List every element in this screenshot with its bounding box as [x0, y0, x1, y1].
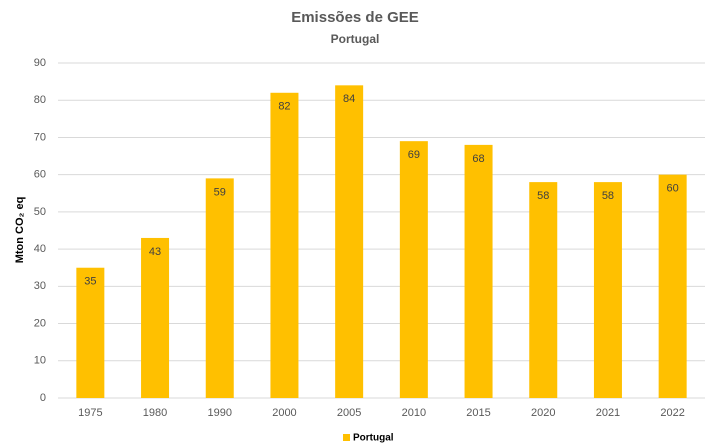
data-label: 59	[214, 186, 226, 198]
bar	[270, 92, 299, 399]
y-tick-label: 10	[34, 355, 46, 367]
legend-label: Portugal	[353, 433, 394, 444]
bar	[335, 85, 364, 398]
y-tick-label: 80	[34, 94, 46, 106]
y-tick-label: 50	[34, 206, 46, 218]
y-tick-label: 20	[34, 317, 46, 329]
chart-title: Emissões de GEE	[291, 9, 419, 26]
y-axis-label: Mton CO₂ eq	[14, 197, 26, 264]
x-tick-label: 2022	[660, 407, 684, 419]
x-tick-label: 1990	[208, 407, 232, 419]
data-label: 82	[278, 101, 290, 113]
x-tick-label: 2000	[272, 407, 296, 419]
bar	[205, 178, 234, 398]
x-tick-label: 2005	[337, 407, 361, 419]
bar	[529, 182, 558, 398]
y-tick-label: 0	[40, 392, 46, 404]
data-label: 69	[408, 149, 420, 161]
data-label: 60	[667, 183, 679, 195]
y-tick-label: 60	[34, 169, 46, 181]
x-tick-label: 2020	[531, 407, 555, 419]
bar	[399, 141, 428, 398]
data-label: 58	[537, 190, 549, 202]
bar	[658, 174, 687, 398]
x-tick-label: 1980	[143, 407, 167, 419]
data-label: 35	[84, 276, 96, 288]
y-tick-label: 90	[34, 57, 46, 69]
legend-swatch	[343, 434, 350, 441]
data-label: 84	[343, 93, 355, 105]
bar	[593, 182, 622, 398]
data-label: 43	[149, 246, 161, 258]
chart-subtitle: Portugal	[331, 32, 380, 46]
data-label: 58	[602, 190, 614, 202]
y-tick-label: 30	[34, 280, 46, 292]
data-label: 68	[472, 153, 484, 165]
x-tick-label: 2021	[596, 407, 620, 419]
bar	[76, 267, 105, 398]
x-tick-label: 2015	[466, 407, 490, 419]
bar	[464, 144, 493, 398]
x-tick-label: 2010	[402, 407, 426, 419]
y-tick-label: 40	[34, 243, 46, 255]
y-tick-label: 70	[34, 131, 46, 143]
x-tick-label: 1975	[78, 407, 102, 419]
bar	[141, 237, 170, 398]
